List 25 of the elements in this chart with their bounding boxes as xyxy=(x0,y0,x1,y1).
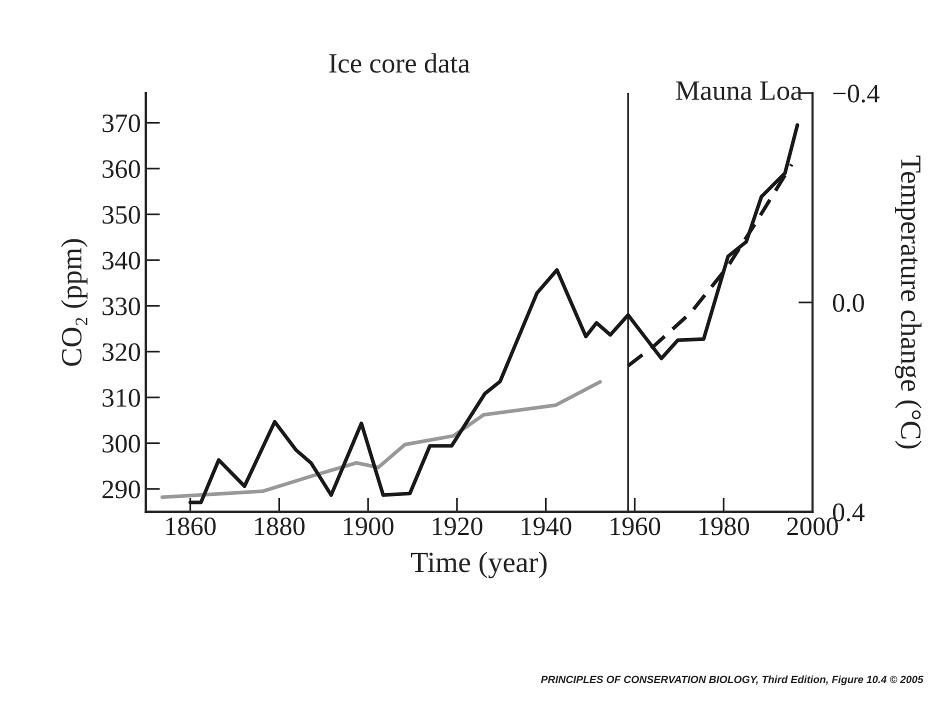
y-tick-label: 360 xyxy=(102,160,140,178)
x-tick-label: 1860 xyxy=(166,517,216,536)
y-tick-label: 300 xyxy=(102,434,140,453)
y2-axis-title: Temperature change (°C) xyxy=(894,156,922,448)
x-tick-label: 1900 xyxy=(344,517,394,536)
x-tick-label: 1960 xyxy=(610,517,660,536)
y-tick-label: 310 xyxy=(102,389,140,407)
y-tick-label: 340 xyxy=(102,252,140,270)
x-tick-label: 1940 xyxy=(522,517,572,536)
x-tick-label: 1980 xyxy=(700,517,750,536)
y-tick-label: 330 xyxy=(102,297,140,316)
x-axis-title: Time (year) xyxy=(410,552,547,578)
y-tick-label: 350 xyxy=(102,206,140,224)
x-tick-label: 1880 xyxy=(255,517,305,536)
text: Ice core data xyxy=(329,53,470,73)
y2-tick-label: 0.0 xyxy=(832,294,864,312)
line-series xyxy=(160,380,602,499)
text: PRINCIPLES OF CONSERVATION BIOLOGY, Third Edition, Figure 10.4 © 2005 xyxy=(540,675,924,686)
y-tick-label: 290 xyxy=(102,480,140,498)
x-tick-label: 1920 xyxy=(432,517,482,536)
y-tick-label: 320 xyxy=(102,343,140,362)
y-axis-title: CO₂ (ppm) xyxy=(61,239,88,366)
y-tick-label: 370 xyxy=(102,114,140,132)
y2-tick-label: −0.4 xyxy=(833,84,880,103)
annotation: Mauna Loa xyxy=(676,82,802,100)
